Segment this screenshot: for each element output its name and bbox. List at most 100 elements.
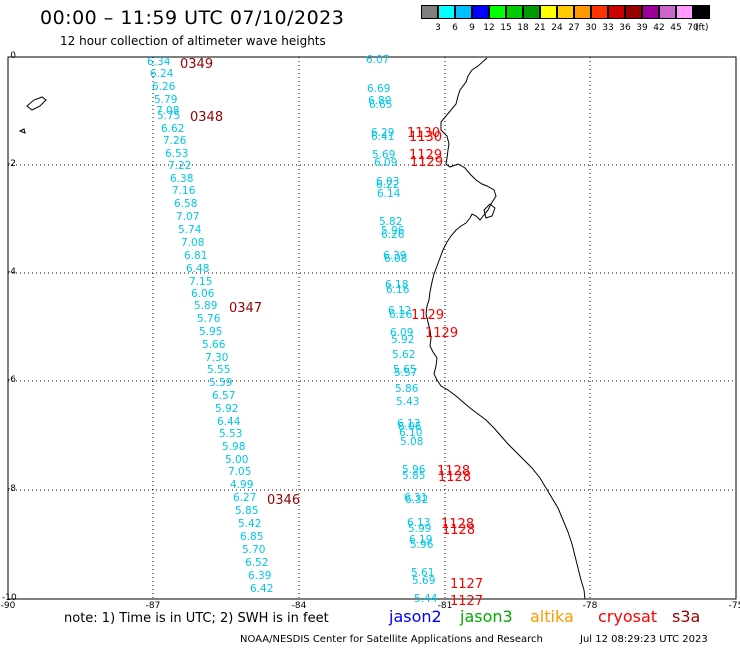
wave-height-value: 5.55 bbox=[207, 364, 230, 376]
wave-height-value: 6.03 bbox=[376, 176, 399, 188]
time-tag: 1129 bbox=[411, 308, 444, 323]
wave-height-value: 6.69 bbox=[367, 83, 390, 95]
wave-height-value: 6.80 bbox=[368, 95, 391, 107]
scale-label: 18 bbox=[517, 23, 529, 33]
latitude-label: -8 bbox=[7, 484, 16, 494]
wave-height-value: 6.13 bbox=[407, 517, 430, 529]
scale-unit: (ft) bbox=[695, 23, 709, 33]
wave-height-value: 5.96 bbox=[410, 539, 434, 551]
scale-label: 70 bbox=[687, 23, 699, 33]
time-tag: 1128 bbox=[442, 523, 475, 538]
wave-height-value: 6.19 bbox=[409, 534, 432, 546]
wave-height-value: 5.92 bbox=[391, 334, 414, 346]
scale-label: 39 bbox=[636, 23, 648, 33]
satellite-legend-s3a: s3a bbox=[672, 607, 701, 626]
satellite-legend-jason3: jason3 bbox=[460, 607, 513, 626]
wave-height-value: 7.05 bbox=[228, 466, 251, 478]
scale-swatch bbox=[591, 5, 608, 19]
wave-height-value: 7.08 bbox=[181, 237, 204, 249]
longitude-label: -81 bbox=[437, 601, 453, 611]
scale-swatch bbox=[659, 5, 676, 19]
wave-height-value: 6.29 bbox=[371, 127, 394, 139]
time-tag: 1127 bbox=[450, 594, 483, 609]
time-tag: 0349 bbox=[180, 57, 213, 72]
wave-height-value: 7.22 bbox=[168, 160, 191, 172]
scale-swatch bbox=[608, 5, 625, 19]
wave-height-value: 6.18 bbox=[385, 279, 408, 291]
wave-height-value: 5.95 bbox=[199, 326, 222, 338]
latitude-label: -4 bbox=[7, 267, 16, 277]
wave-height-value: 5.85 bbox=[235, 505, 258, 517]
wave-height-value: 5.86 bbox=[395, 383, 419, 395]
wave-height-value: 6.42 bbox=[250, 583, 273, 595]
wave-height-value: 5.75 bbox=[157, 110, 180, 122]
scale-label: 27 bbox=[568, 23, 580, 33]
scale-swatch bbox=[574, 5, 591, 19]
time-tag: 1129 bbox=[410, 155, 443, 170]
longitude-label: -84 bbox=[291, 601, 307, 611]
satellite-legend-jason2: jason2 bbox=[389, 607, 442, 626]
footer-credit: NOAA/NESDIS Center for Satellite Applica… bbox=[240, 634, 543, 645]
wave-height-value: 7.08 bbox=[156, 105, 179, 117]
wave-height-value: 5.74 bbox=[178, 224, 202, 236]
map-frame bbox=[7, 56, 737, 600]
footnote: note: 1) Time is in UTC; 2) SWH is in fe… bbox=[64, 611, 329, 626]
satellite-legend-cryosat: cryosat bbox=[598, 607, 658, 626]
wave-height-value: 5.96 bbox=[402, 464, 426, 476]
map-subtitle: 12 hour collection of altimeter wave hei… bbox=[60, 34, 326, 48]
scale-swatch bbox=[523, 5, 540, 19]
puna-island bbox=[483, 203, 496, 219]
scale-swatch bbox=[642, 5, 659, 19]
wave-height-value: 6.65 bbox=[369, 99, 392, 111]
wave-height-value: 6.53 bbox=[165, 148, 188, 160]
wave-height-value: 7.16 bbox=[172, 185, 196, 197]
wave-height-value: 6.32 bbox=[405, 494, 428, 506]
wave-height-value: 5.57 bbox=[394, 367, 417, 379]
wave-height-value: 5.69 bbox=[372, 149, 395, 161]
time-tag: 1130 bbox=[407, 126, 440, 141]
galapagos-small-island bbox=[18, 128, 26, 134]
time-tag: 1129 bbox=[425, 326, 458, 341]
scale-label: 12 bbox=[483, 23, 495, 33]
wave-height-value: 6.26 bbox=[381, 229, 405, 241]
wave-height-value: 6.16 bbox=[386, 284, 410, 296]
time-tag: 1128 bbox=[441, 517, 474, 532]
longitude-label: -87 bbox=[145, 601, 161, 611]
wave-height-value: 6.62 bbox=[161, 123, 184, 135]
wave-height-value: 6.24 bbox=[150, 68, 174, 80]
wave-height-value: 7.15 bbox=[189, 276, 212, 288]
scale-swatch bbox=[472, 5, 489, 19]
wave-height-value: 5.76 bbox=[197, 313, 221, 325]
wave-height-value: 6.09 bbox=[374, 157, 397, 169]
wave-height-value: 5.59 bbox=[209, 377, 232, 389]
galapagos-isabela-island bbox=[26, 96, 47, 111]
wave-height-value: 6.10 bbox=[399, 427, 422, 439]
scale-label: 33 bbox=[602, 23, 614, 33]
wave-height-value: 5.89 bbox=[194, 300, 217, 312]
wave-height-value: 6.09 bbox=[390, 327, 413, 339]
scale-label: 45 bbox=[670, 23, 682, 33]
wave-height-value: 6.38 bbox=[170, 173, 193, 185]
wave-height-value: 7.07 bbox=[176, 211, 199, 223]
wave-height-value: 6.57 bbox=[212, 390, 235, 402]
scale-label: 3 bbox=[435, 23, 441, 33]
wave-height-value: 6.27 bbox=[233, 492, 256, 504]
wave-height-value: 6.22 bbox=[376, 179, 399, 191]
satellite-legend-altika: altika bbox=[530, 607, 574, 626]
wave-height-value: 6.12 bbox=[388, 305, 411, 317]
wave-height-value: 5.79 bbox=[154, 94, 177, 106]
scale-label: 36 bbox=[619, 23, 631, 33]
scale-label: 30 bbox=[585, 23, 597, 33]
time-tag: 0348 bbox=[190, 110, 223, 125]
time-tag: 1128 bbox=[438, 470, 471, 485]
wave-height-value: 5.98 bbox=[222, 441, 245, 453]
wave-height-value: 5.61 bbox=[411, 567, 434, 579]
wave-height-value: 5.85 bbox=[402, 470, 425, 482]
wave-height-value: 6.39 bbox=[383, 250, 406, 262]
scale-swatch bbox=[693, 5, 710, 19]
wave-height-value: 6.34 bbox=[147, 56, 171, 68]
wave-height-value: 6.85 bbox=[240, 531, 263, 543]
scale-swatch bbox=[625, 5, 642, 19]
wave-height-value: 5.92 bbox=[215, 403, 238, 415]
